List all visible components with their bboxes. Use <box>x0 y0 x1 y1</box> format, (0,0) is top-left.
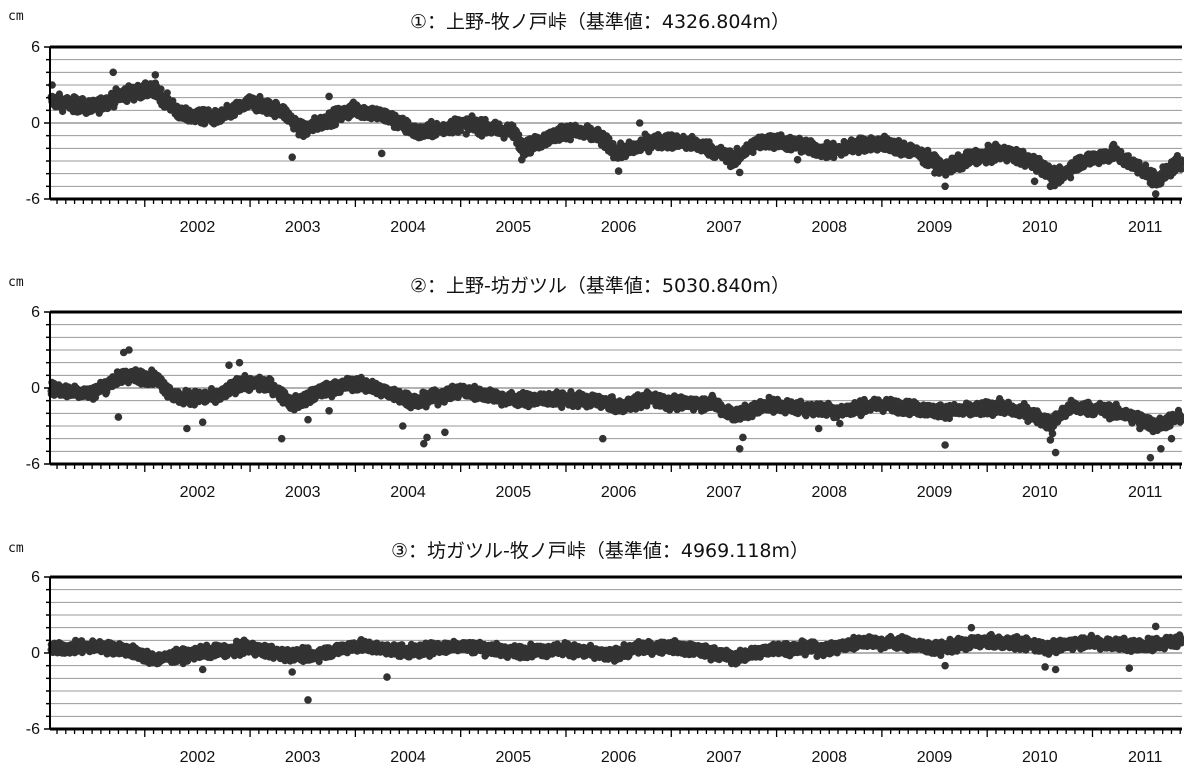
chart-title: ①：上野-牧ノ戸峠（基準値：4326.804m） <box>410 11 790 33</box>
data-point-outlier <box>151 71 160 79</box>
data-points <box>47 68 1184 198</box>
x-tick-label: 2007 <box>706 219 742 236</box>
data-point-outlier <box>735 168 744 177</box>
x-tick-label: 2010 <box>1022 219 1058 236</box>
chart-title: ②：上野-坊ガツル（基準値：5030.840m） <box>410 275 790 297</box>
data-point-outlier <box>614 167 623 175</box>
x-tick-label: 2009 <box>917 219 953 236</box>
data-point <box>1067 174 1075 182</box>
data-point-outlier <box>325 92 333 101</box>
y-unit-label: cm <box>8 275 24 290</box>
x-tick-label: 2003 <box>285 219 321 236</box>
data-point <box>163 89 171 97</box>
x-tick-label: 2002 <box>180 219 216 236</box>
data-point-outlier <box>635 119 644 127</box>
y-unit-label: cm <box>8 9 24 24</box>
data-point-outlier <box>941 182 949 191</box>
data-point-outlier <box>377 149 386 158</box>
y-tick-label: 0 <box>31 115 40 132</box>
chart-panel-1: ①：上野-牧ノ戸峠（基準値：4326.804m） cm 6 0 -6 2002 2003… <box>8 9 1184 236</box>
data-point-outlier <box>518 155 526 164</box>
data-point-outlier <box>1109 140 1118 149</box>
y-tick-label: -6 <box>26 191 40 208</box>
x-tick-label: 2008 <box>811 219 847 236</box>
data-point <box>157 85 165 93</box>
data-point-outlier <box>288 153 297 161</box>
data-points <box>47 346 1184 462</box>
x-tick-label: 2004 <box>390 219 426 236</box>
x-tick-label: 2006 <box>601 219 637 236</box>
data-point-outlier <box>793 155 802 164</box>
y-tick-label: 6 <box>31 39 40 56</box>
data-point-outlier <box>1030 177 1039 186</box>
data-point-outlier <box>1046 182 1055 191</box>
x-tick-label: 2005 <box>496 219 532 236</box>
data-point-outlier <box>1151 190 1160 198</box>
x-tick-label: 2011 <box>1128 219 1163 236</box>
data-point-outlier <box>109 68 117 77</box>
